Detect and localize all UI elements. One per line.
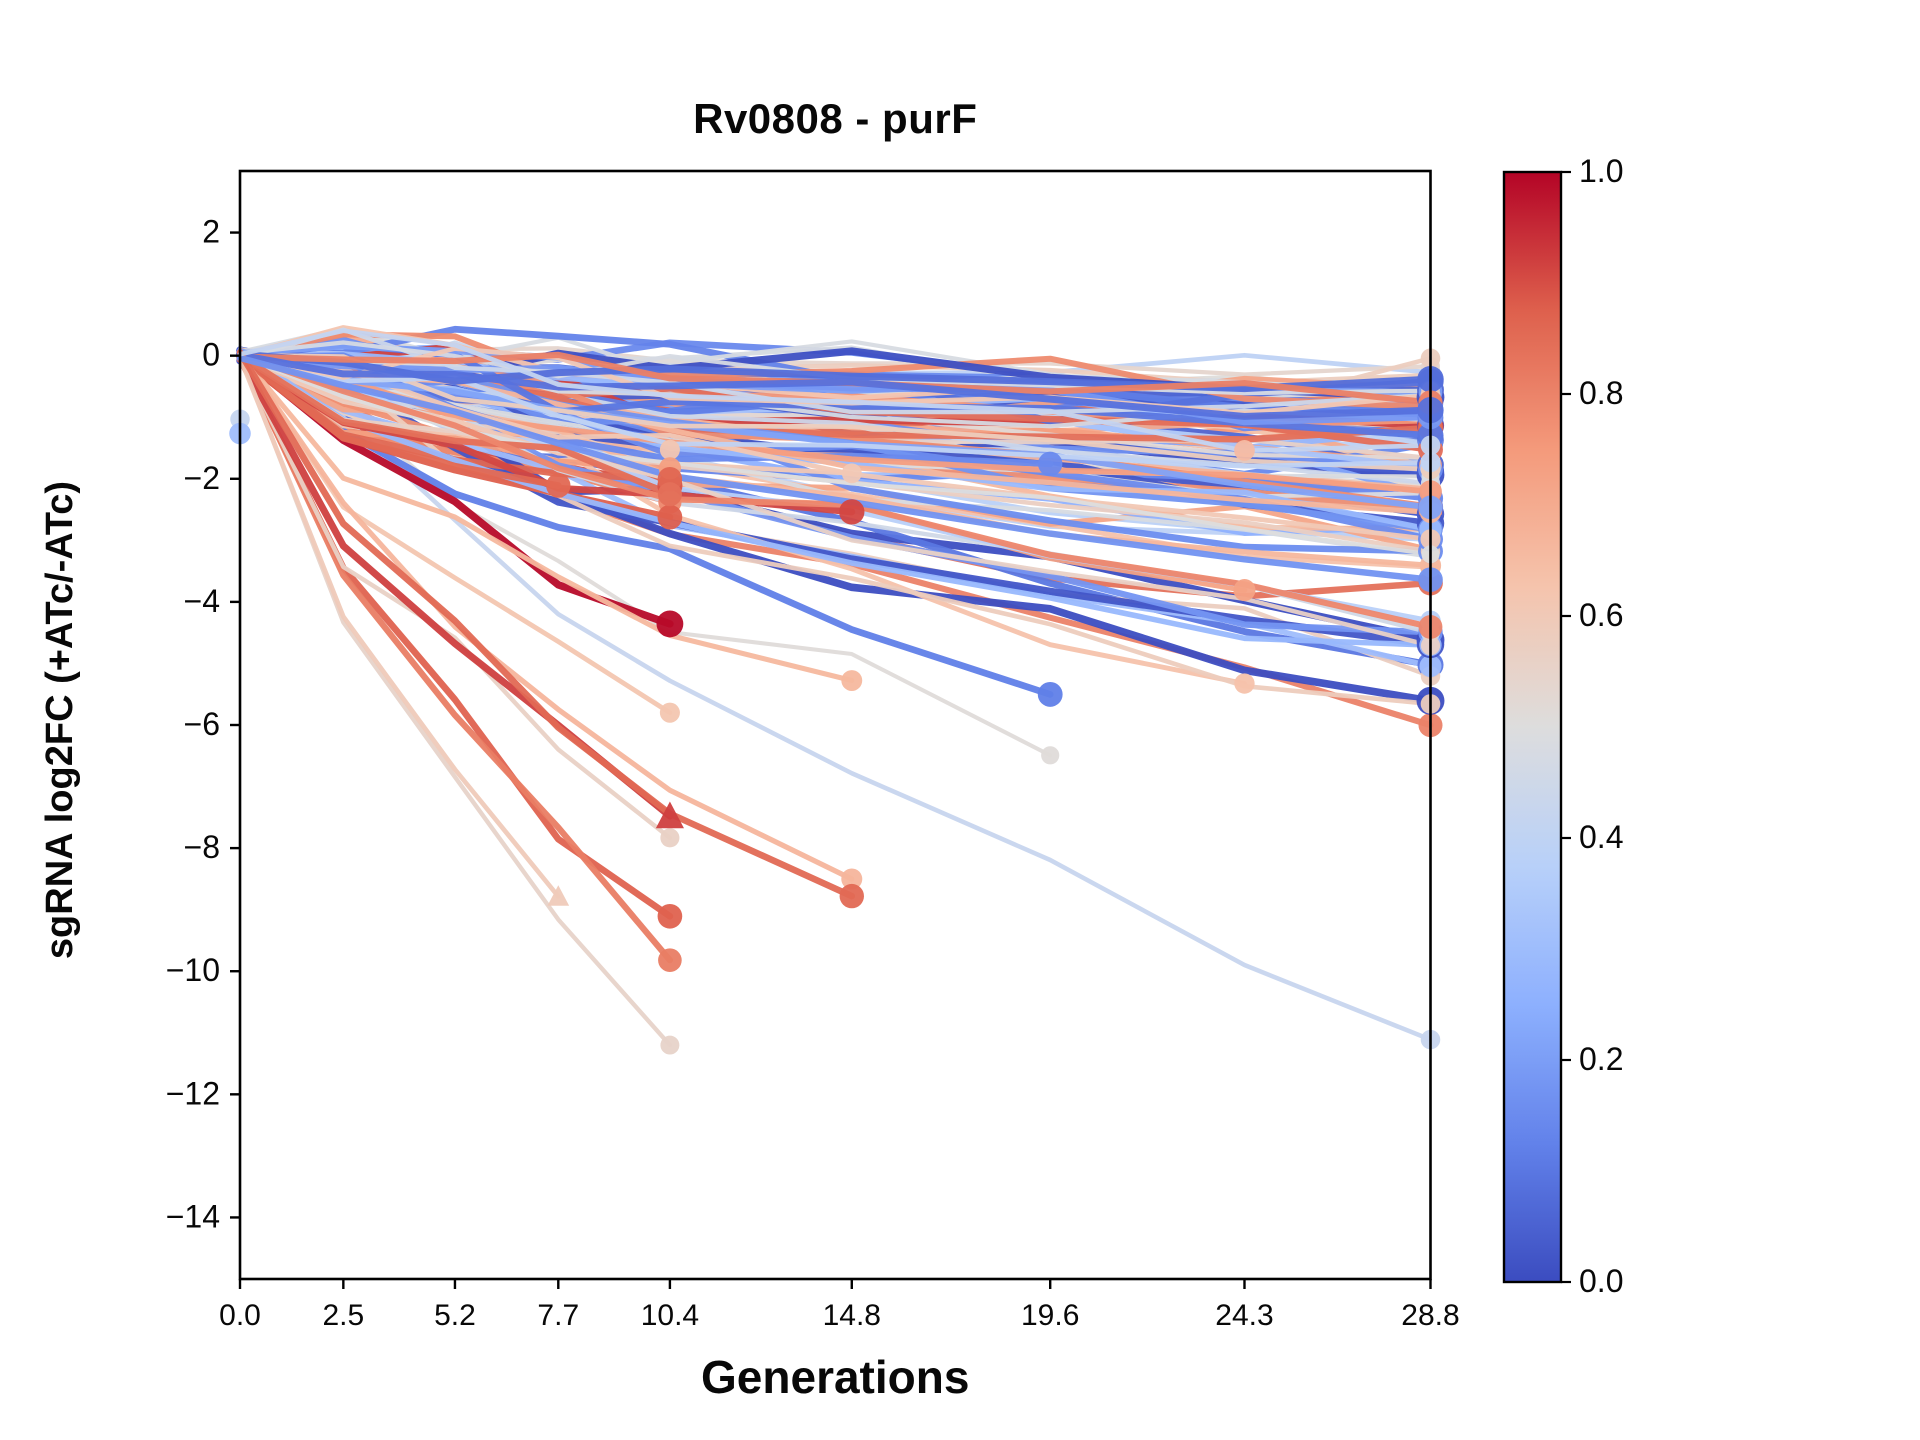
svg-text:0.6: 0.6 — [1579, 597, 1623, 633]
svg-text:28.8: 28.8 — [1401, 1299, 1459, 1332]
svg-text:0.2: 0.2 — [1579, 1041, 1623, 1077]
svg-text:1.0: 1.0 — [1579, 153, 1623, 189]
svg-text:−2: −2 — [184, 460, 220, 496]
svg-text:19.6: 19.6 — [1021, 1299, 1079, 1332]
svg-text:0: 0 — [202, 337, 220, 373]
svg-text:5.2: 5.2 — [434, 1299, 476, 1332]
svg-text:14.8: 14.8 — [823, 1299, 881, 1332]
svg-text:0.4: 0.4 — [1579, 819, 1623, 855]
svg-text:2: 2 — [202, 214, 220, 250]
svg-text:10.4: 10.4 — [641, 1299, 699, 1332]
svg-text:−4: −4 — [184, 583, 220, 619]
svg-text:−6: −6 — [184, 706, 220, 742]
svg-text:−10: −10 — [166, 952, 220, 988]
svg-text:0.8: 0.8 — [1579, 375, 1623, 411]
svg-text:−8: −8 — [184, 829, 220, 865]
svg-text:2.5: 2.5 — [322, 1299, 364, 1332]
svg-text:0.0: 0.0 — [1579, 1263, 1623, 1299]
svg-text:24.3: 24.3 — [1215, 1299, 1273, 1332]
svg-text:−12: −12 — [166, 1075, 220, 1111]
svg-text:7.7: 7.7 — [537, 1299, 579, 1332]
svg-text:0.0: 0.0 — [219, 1299, 261, 1332]
svg-text:−14: −14 — [166, 1198, 220, 1234]
